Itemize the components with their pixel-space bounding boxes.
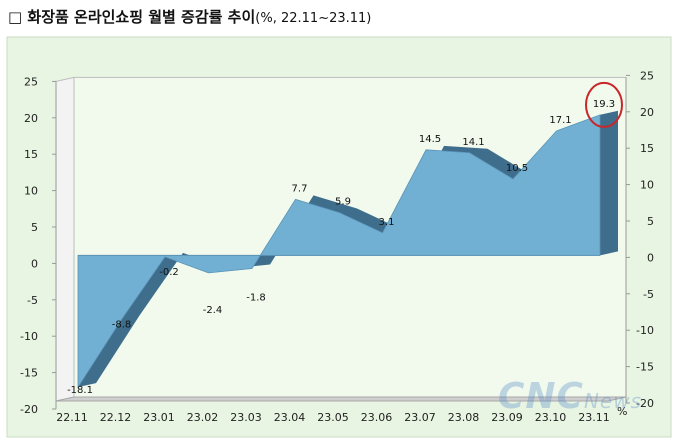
data-label: 14.5	[419, 134, 441, 145]
area-front	[77, 114, 601, 389]
x-tick-label: 23.07	[404, 411, 436, 424]
x-tick-label: 23.11	[578, 411, 610, 424]
y-tick-left: -15	[20, 367, 38, 380]
axes	[55, 77, 627, 409]
chart-title: □ 화장품 온라인쇼핑 월별 증감률 추이(%, 22.11~23.11)	[8, 6, 371, 27]
y-tick-left: 10	[24, 185, 38, 198]
area-layer	[77, 110, 618, 389]
data-labels: -18.1 -8.8 -0.2 -2.4 -1.8 7.7 5.9 3.1 14.5 14.1 10…	[67, 81, 623, 396]
data-label: 10.5	[506, 163, 528, 174]
x-tick-label: 22.12	[100, 411, 132, 424]
x-tick-label: 23.10	[535, 411, 567, 424]
unit-label: %	[617, 405, 627, 418]
y-tick-right: 5	[647, 215, 654, 228]
y-tick-right: -20	[636, 397, 654, 410]
y-tick-left: 25	[24, 75, 38, 88]
y-tick-right: -5	[643, 288, 654, 301]
watermark-logo: CNCNews	[498, 376, 643, 417]
data-label: 7.7	[292, 183, 308, 194]
title-main: □ 화장품 온라인쇼핑 월별 증감률 추이	[8, 8, 256, 26]
title-sub: (%, 22.11~23.11)	[255, 11, 372, 26]
data-label: 5.9	[335, 196, 351, 207]
y-tick-right: 15	[640, 142, 654, 155]
y-tick-right: -10	[636, 324, 654, 337]
y-ticks-right: 25 20 15 10 5 0 -5 -10 -15 -20	[626, 69, 654, 410]
y-ticks-left: 25 20 15 10 5 0 -5 -10 -15 -20	[20, 75, 56, 416]
highlight-circle	[585, 81, 623, 128]
data-label: -18.1	[67, 385, 93, 396]
data-label: 14.1	[462, 137, 484, 148]
y-tick-right: -15	[636, 361, 654, 374]
data-label: 19.3	[593, 99, 615, 110]
data-label: -0.2	[159, 267, 179, 278]
x-tick-label: 23.09	[491, 411, 523, 424]
y-tick-right: 0	[647, 251, 654, 264]
x-tick-label: 23.08	[448, 411, 480, 424]
y-tick-right: 10	[640, 179, 654, 192]
data-label: 3.1	[379, 217, 395, 228]
x-tick-label: 23.03	[230, 411, 262, 424]
x-tick-label: 23.05	[317, 411, 349, 424]
y-tick-right: 25	[640, 69, 654, 82]
x-tick-label: 23.01	[143, 411, 175, 424]
data-label: -1.8	[246, 293, 266, 304]
data-label: -8.8	[112, 319, 132, 330]
data-label: -2.4	[203, 305, 223, 316]
y-tick-left: -10	[20, 330, 38, 343]
x-tick-label: 23.04	[274, 411, 306, 424]
y-tick-left: 0	[31, 257, 38, 270]
y-tick-left: -20	[20, 403, 38, 416]
x-ticks: 22.11 22.12 23.01 23.02 23.03 23.04 23.05 23.06…	[56, 411, 610, 424]
area-right-side	[600, 110, 618, 256]
left-wall	[55, 76, 75, 402]
y-tick-left: 5	[31, 221, 38, 234]
x-tick-label: 23.06	[361, 411, 393, 424]
y-tick-left: 15	[24, 148, 38, 161]
y-tick-right: 20	[640, 106, 654, 119]
x-tick-label: 22.11	[56, 411, 88, 424]
x-tick-label: 23.02	[187, 411, 219, 424]
y-tick-left: -5	[27, 294, 38, 307]
data-label: 17.1	[549, 115, 571, 126]
y-tick-left: 20	[24, 112, 38, 125]
